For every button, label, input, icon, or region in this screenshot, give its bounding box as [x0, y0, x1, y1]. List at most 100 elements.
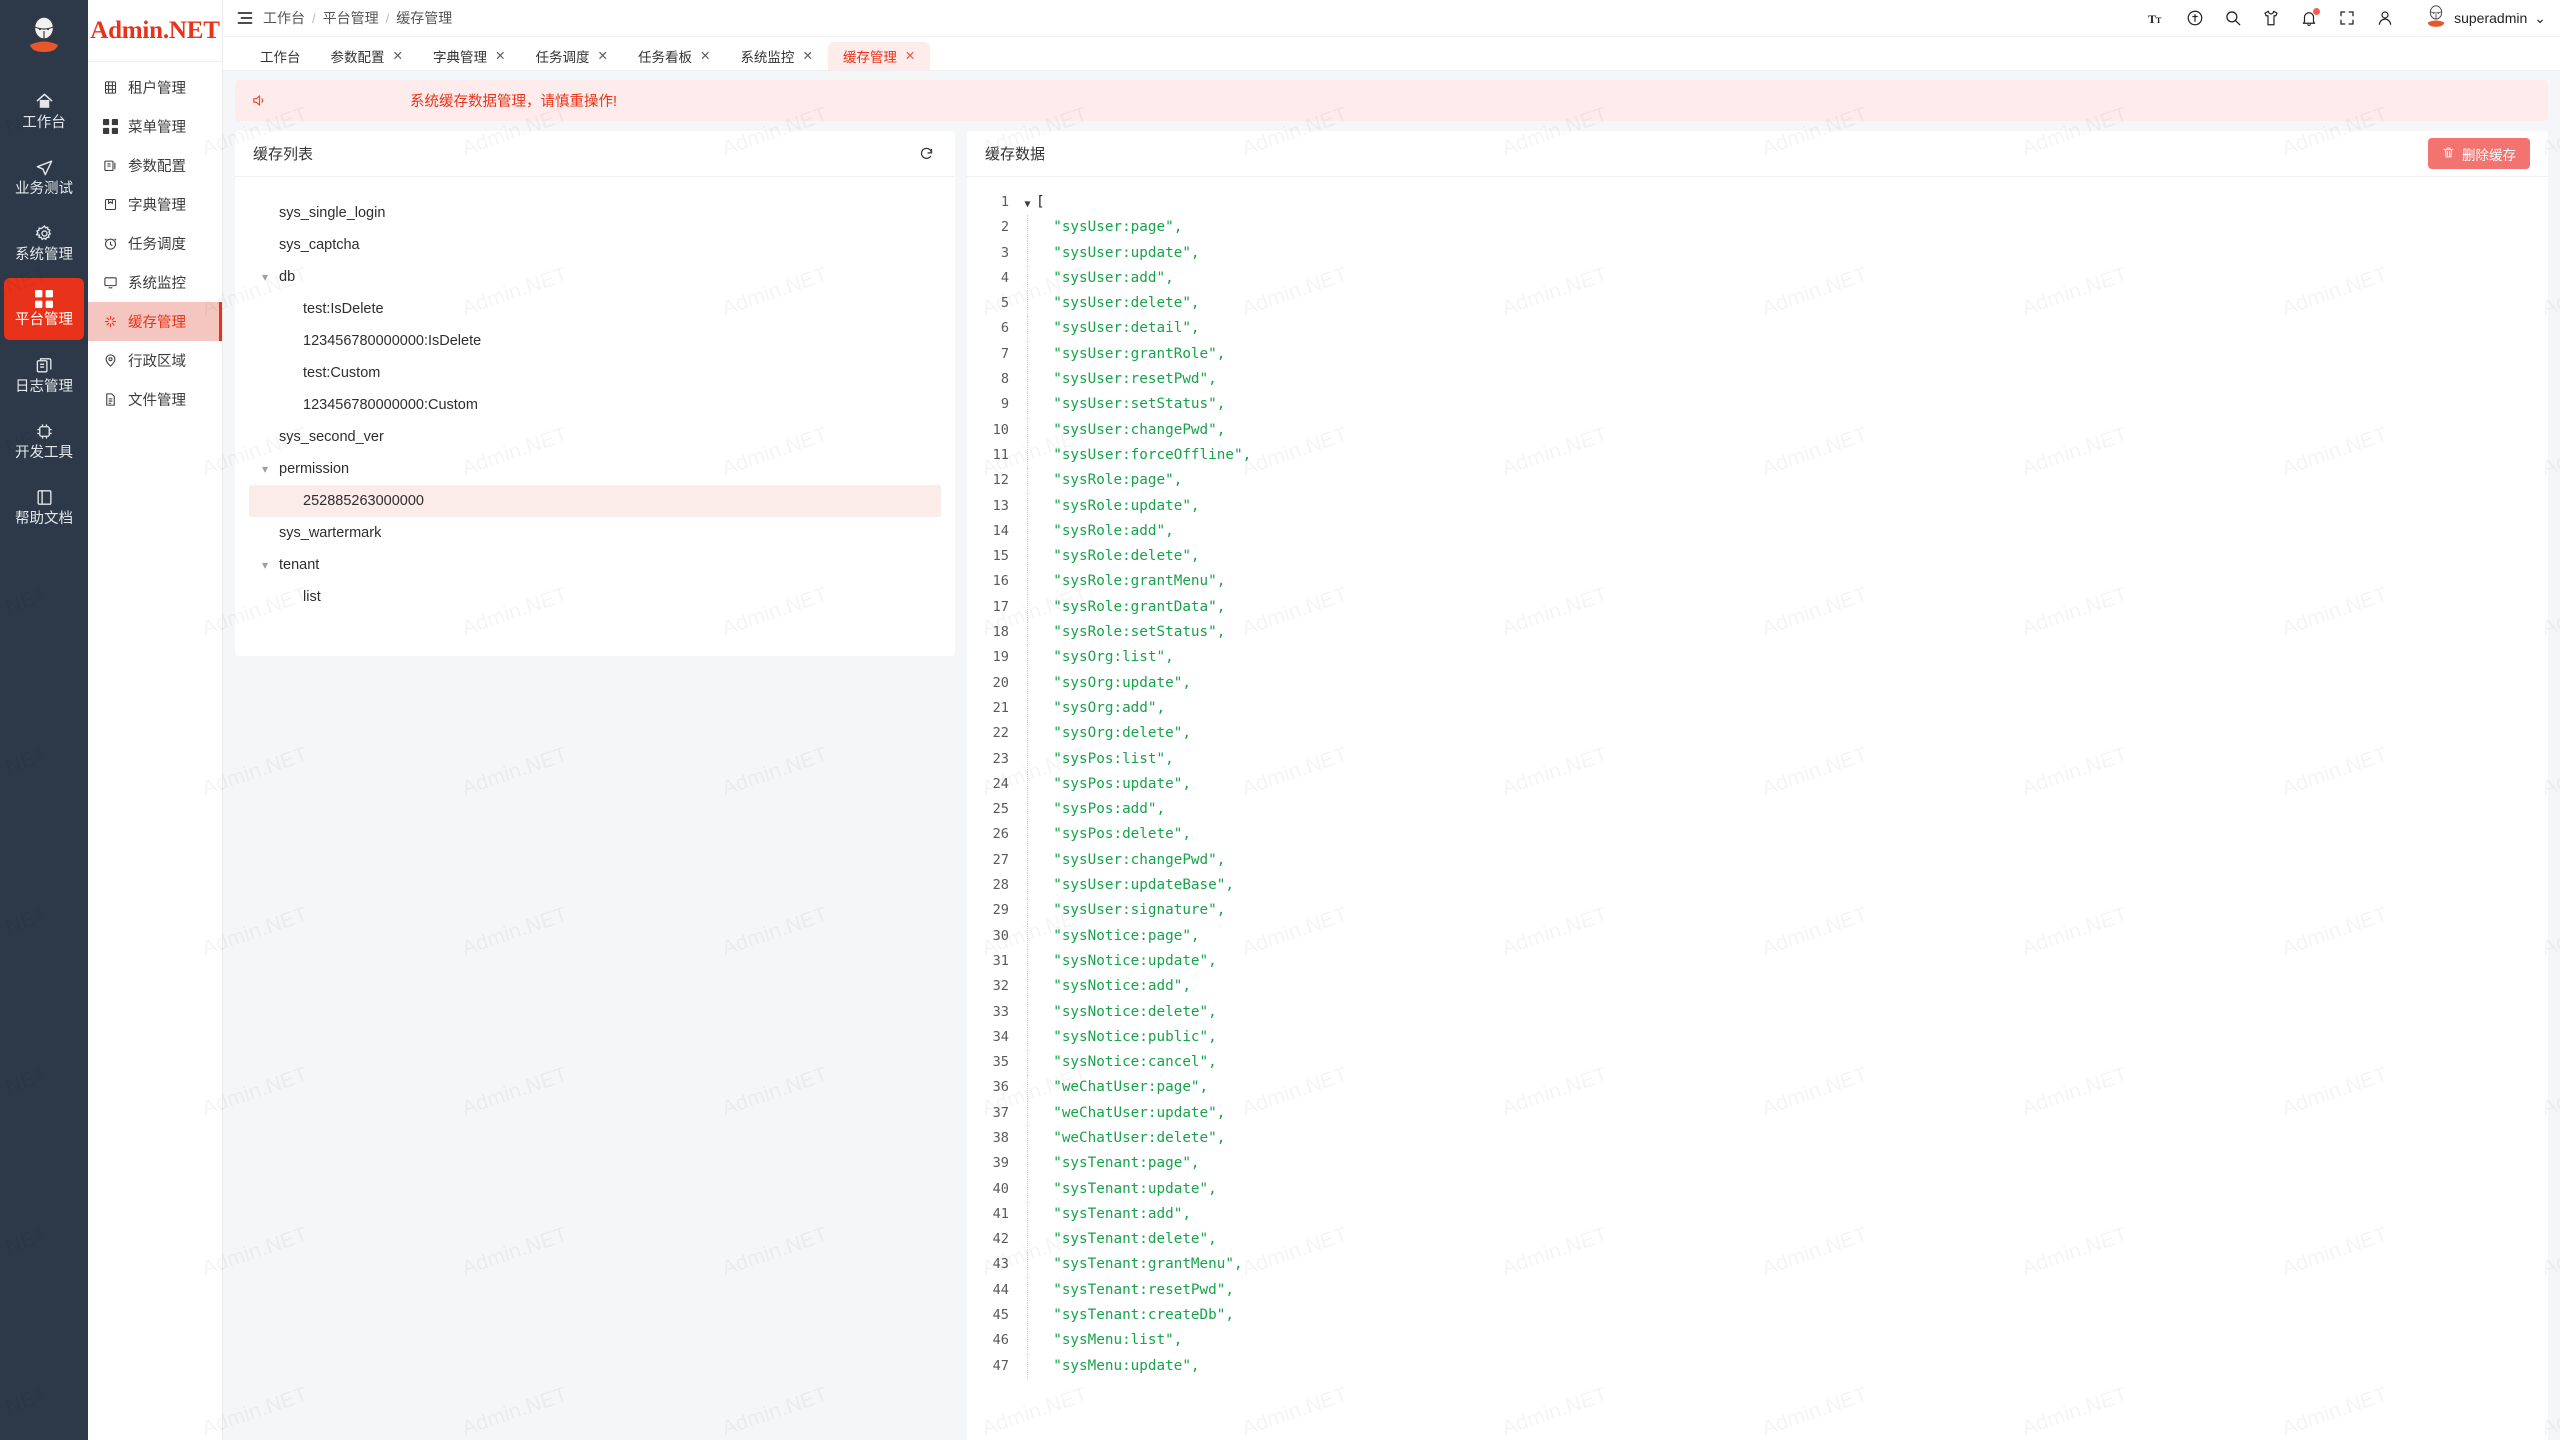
delete-cache-button[interactable]: 删除缓存 — [2428, 138, 2530, 169]
line-number: 2 — [1000, 219, 1009, 236]
line-number: 38 — [992, 1129, 1009, 1146]
tree-node-group[interactable]: ▾ db — [249, 261, 941, 293]
breadcrumb-item-1[interactable]: 平台管理 — [322, 10, 379, 26]
warning-alert: 系统缓存数据管理，请慎重操作! — [235, 80, 2548, 121]
tree-node[interactable]: list — [249, 581, 941, 613]
indent-guide — [1019, 493, 1036, 519]
tree-node-group[interactable]: ▾ permission — [249, 453, 941, 485]
tab-system-monitor[interactable]: 系统监控 ✕ — [725, 42, 827, 70]
code-text: "sysNotice:public", — [1036, 1028, 1217, 1045]
code-text: "sysUser:detail", — [1036, 320, 1200, 337]
tree-node-selected[interactable]: 252885263000000 — [249, 485, 941, 517]
rail-item-platform-management[interactable]: 平台管理 — [4, 278, 84, 340]
hamburger-icon[interactable] — [235, 8, 255, 28]
copy-icon — [35, 356, 54, 375]
line-number: 26 — [992, 826, 1009, 843]
code-text: "sysTenant:createDb", — [1036, 1307, 1234, 1324]
chevron-down-icon[interactable]: ▾ — [261, 270, 269, 284]
code-line: 45 "sysTenant:createDb", — [967, 1303, 2548, 1329]
notification-icon[interactable] — [2299, 7, 2321, 28]
secondary-nav-panel: Admin.NET 租户管理 菜单管理 参数配置 — [88, 0, 223, 1440]
line-number: 31 — [992, 952, 1009, 969]
indent-guide — [1019, 797, 1036, 823]
code-text: "sysRole:delete", — [1036, 548, 1200, 565]
search-icon[interactable] — [2223, 9, 2242, 28]
sidebar-item-administrative-region[interactable]: 行政区域 — [88, 341, 222, 380]
tab-task-board[interactable]: 任务看板 ✕ — [623, 42, 725, 70]
sidebar-item-parameter-config[interactable]: 参数配置 — [88, 146, 222, 185]
indent-guide — [1019, 873, 1036, 899]
rail-item-business-test[interactable]: 业务测试 — [4, 146, 84, 208]
tree-node-label: sys_second_ver — [279, 429, 384, 445]
chevron-down-icon[interactable]: ▾ — [261, 462, 269, 476]
code-line: 16 "sysRole:grantMenu", — [967, 569, 2548, 595]
account-icon[interactable] — [2375, 9, 2394, 28]
code-line: 39 "sysTenant:page", — [967, 1151, 2548, 1177]
alert-wrapper: 系统缓存数据管理，请慎重操作! — [223, 71, 2560, 121]
language-icon[interactable] — [2185, 9, 2204, 28]
close-icon[interactable]: ✕ — [904, 48, 916, 63]
indent-guide — [1019, 392, 1036, 418]
breadcrumb-item-0[interactable]: 工作台 — [263, 10, 305, 26]
breadcrumb-item-2[interactable]: 缓存管理 — [396, 10, 453, 26]
theme-icon[interactable] — [2261, 9, 2280, 28]
code-text: "sysRole:page", — [1036, 472, 1183, 489]
fullscreen-icon[interactable] — [2337, 9, 2356, 28]
tab-cache-management[interactable]: 缓存管理 ✕ — [827, 42, 931, 70]
indent-guide — [1019, 898, 1036, 924]
tab-workbench[interactable]: 工作台 — [245, 42, 316, 70]
sidebar-item-tenant-management[interactable]: 租户管理 — [88, 68, 222, 107]
indent-guide — [1019, 771, 1036, 798]
sidebar-item-cache-management[interactable]: 缓存管理 — [88, 302, 222, 341]
rail-item-system-management[interactable]: 系统管理 — [4, 212, 84, 274]
line-number: 41 — [992, 1205, 1009, 1222]
rail-item-log-management[interactable]: 日志管理 — [4, 344, 84, 406]
tree-node-label: sys_single_login — [279, 205, 386, 221]
indent-guide — [1019, 847, 1036, 874]
code-line: 46 "sysMenu:list", — [967, 1328, 2548, 1354]
code-line: 25 "sysPos:add", — [967, 797, 2548, 823]
close-icon[interactable]: ✕ — [802, 48, 813, 63]
user-menu[interactable]: superadmin ⌄ — [2425, 4, 2546, 33]
indent-guide — [1019, 721, 1036, 747]
tree-node[interactable]: 123456780000000:Custom — [249, 389, 941, 421]
tab-dictionary-management[interactable]: 字典管理 ✕ — [418, 42, 520, 70]
chevron-down-icon[interactable]: ▾ — [261, 558, 269, 572]
tree-node-label: 123456780000000:Custom — [303, 397, 478, 413]
rail-item-workbench[interactable]: 工作台 — [4, 80, 84, 142]
line-number: 7 — [1000, 345, 1009, 362]
indent-guide — [1019, 1328, 1036, 1354]
sidebar-item-file-management[interactable]: 文件管理 — [88, 380, 222, 419]
line-number: 12 — [992, 472, 1009, 489]
line-number: 3 — [1000, 244, 1009, 261]
sidebar-item-menu-management[interactable]: 菜单管理 — [88, 107, 222, 146]
close-icon[interactable]: ✕ — [392, 48, 403, 63]
fold-toggle-icon[interactable]: ▼ — [1024, 199, 1031, 210]
rail-item-dev-tools[interactable]: 开发工具 — [4, 410, 84, 472]
tree-node[interactable]: 123456780000000:IsDelete — [249, 325, 941, 357]
code-text: "sysUser:update", — [1036, 244, 1200, 261]
tree-node[interactable]: sys_single_login — [249, 197, 941, 229]
sidebar-item-task-schedule[interactable]: 任务调度 — [88, 224, 222, 263]
tree-node[interactable]: sys_second_ver — [249, 421, 941, 453]
json-code-viewer[interactable]: 1 ▼[2 "sysUser:page", 3 "sysUser:update", 4… — [967, 177, 2548, 1440]
tree-node-group[interactable]: ▾ tenant — [249, 549, 941, 581]
close-icon[interactable]: ✕ — [494, 48, 506, 63]
close-icon[interactable]: ✕ — [699, 48, 711, 63]
rail-item-help-docs[interactable]: 帮助文档 — [4, 476, 84, 538]
svg-text:T: T — [2156, 14, 2162, 24]
sidebar-item-system-monitor[interactable]: 系统监控 — [88, 263, 222, 302]
tree-node[interactable]: test:IsDelete — [249, 293, 941, 325]
tree-node[interactable]: sys_wartermark — [249, 517, 941, 549]
tab-task-schedule[interactable]: 任务调度 ✕ — [520, 42, 622, 70]
sidebar-item-dictionary-management[interactable]: 字典管理 — [88, 185, 222, 224]
tree-node[interactable]: sys_captcha — [249, 229, 941, 261]
tree-node-label: list — [303, 589, 321, 605]
tree-node[interactable]: test:Custom — [249, 357, 941, 389]
tab-parameter-config[interactable]: 参数配置 ✕ — [316, 42, 418, 70]
close-icon[interactable]: ✕ — [597, 48, 608, 63]
refresh-icon[interactable] — [915, 143, 937, 165]
code-text: "weChatUser:update", — [1036, 1104, 1226, 1121]
trash-icon — [2442, 146, 2455, 162]
